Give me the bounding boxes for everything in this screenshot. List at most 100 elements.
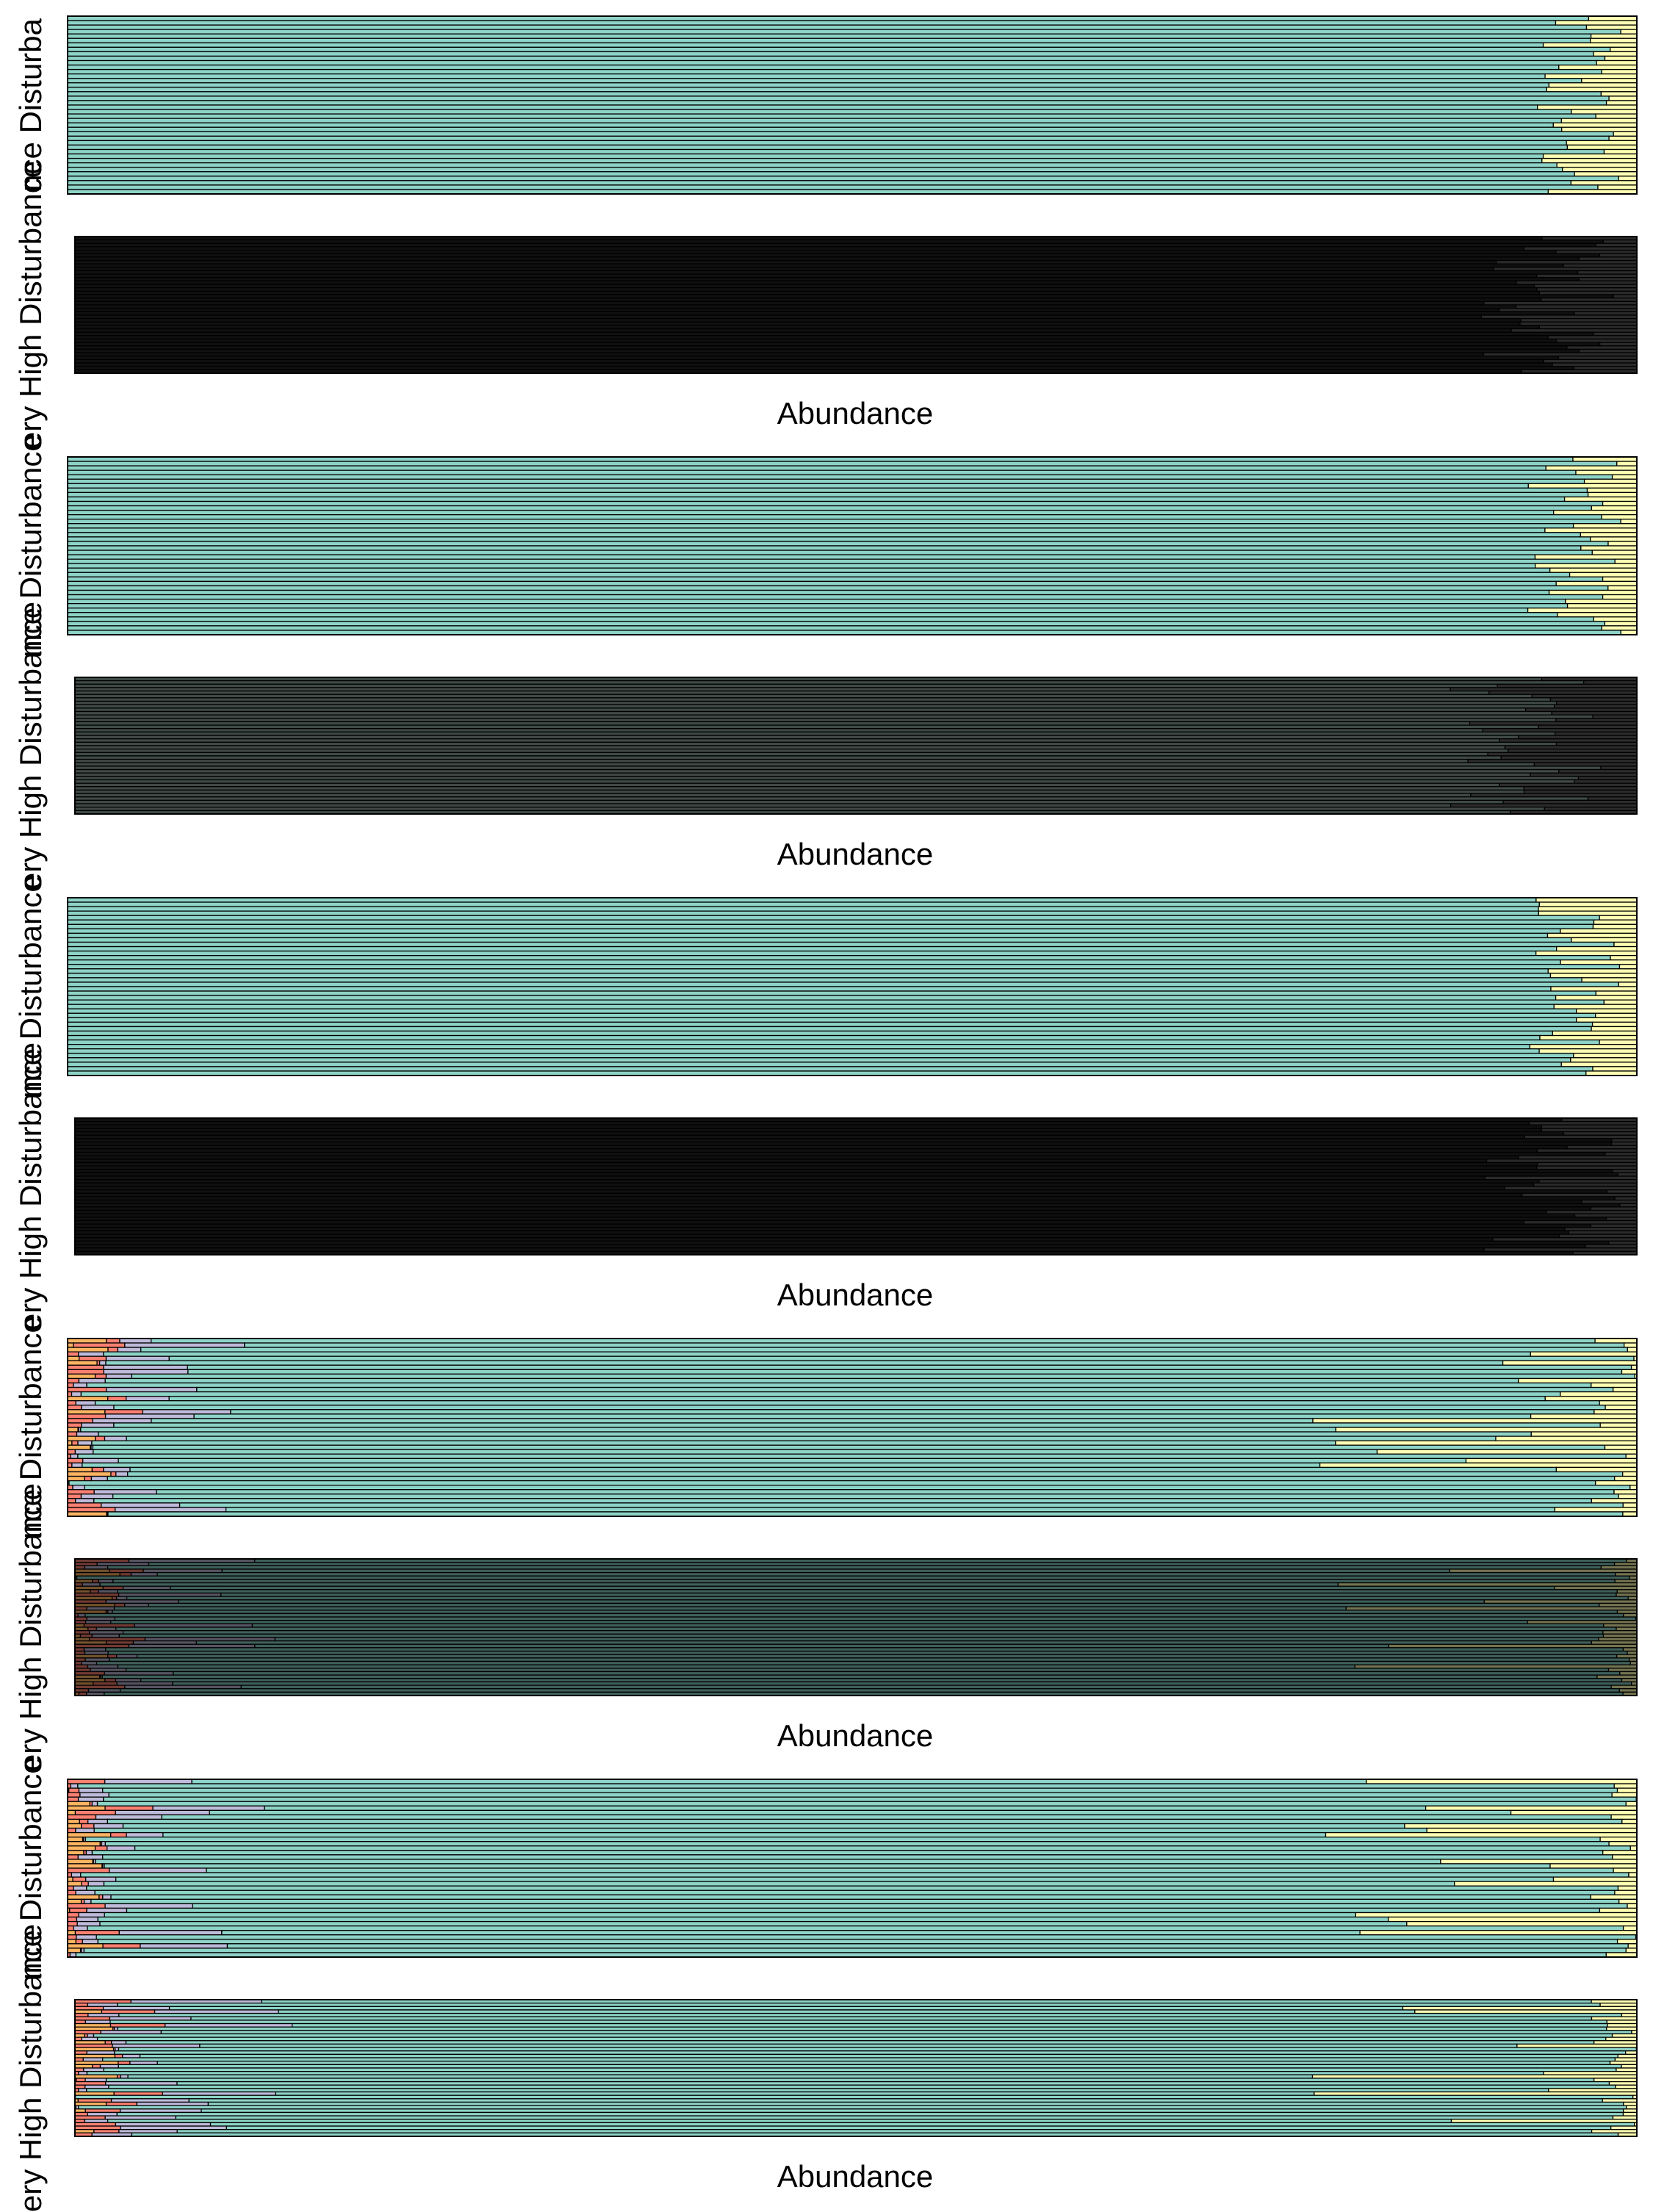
bar-segment: [104, 1413, 195, 1419]
bar-segment: [220, 1592, 1617, 1597]
bar-segment: [1552, 362, 1638, 367]
bar-segment: [67, 51, 1594, 57]
bar-segment: [74, 1141, 1613, 1146]
bar-segment: [131, 1373, 1635, 1380]
bar-segment: [1606, 1189, 1638, 1194]
bar-segment: [67, 625, 1602, 631]
bar-segment: [115, 2047, 120, 2052]
bar-segment: [67, 990, 1596, 996]
bar-segment: [74, 1203, 1621, 1208]
bar-segment: [1607, 1668, 1638, 1673]
bar-segment: [77, 2098, 112, 2103]
bar-segment: [1602, 576, 1638, 583]
bar-segment: [67, 42, 1544, 48]
bar-segment: [1530, 1351, 1638, 1357]
bar-segment: [107, 1845, 136, 1851]
bar-segment: [1554, 704, 1638, 709]
bar-segment: [1631, 1681, 1638, 1686]
bar-segment: [67, 1062, 1562, 1067]
bar-segment: [1376, 1449, 1638, 1455]
bar-segment: [1566, 144, 1638, 151]
bar-segment: [1591, 550, 1638, 555]
bar-segment: [94, 1400, 1600, 1406]
bar-segment: [1605, 1151, 1638, 1156]
bar-segment: [161, 1814, 1612, 1820]
panel-frame: [67, 897, 1638, 1076]
bar-segment: [82, 1582, 101, 1587]
bar-segment: [1613, 1386, 1638, 1393]
bar-segment: [154, 2009, 279, 2014]
bar-segment: [118, 1458, 1467, 1464]
bar-segment: [74, 284, 1535, 289]
bar-segment: [74, 1169, 1613, 1174]
bar-segment: [74, 1579, 93, 1584]
bar-segment: [67, 37, 1591, 43]
bar-segment: [1607, 585, 1638, 591]
bar-segment: [101, 1674, 1598, 1679]
bar-segment: [1515, 304, 1638, 309]
bar-segment: [1566, 345, 1638, 350]
bar-segment: [1591, 1026, 1638, 1032]
bar-segment: [1388, 1916, 1638, 1923]
bar-segment: [1527, 483, 1638, 489]
bar-segment: [240, 1685, 1612, 1690]
bar-segment: [81, 2036, 98, 2042]
bar-segment: [90, 1589, 99, 1594]
bar-segment: [67, 1925, 74, 1931]
bar-segment: [1541, 1124, 1638, 1129]
bar-segment: [94, 1845, 108, 1851]
bar-segment: [190, 2016, 1593, 2021]
panel-6: [74, 1117, 1638, 1255]
bar-segment: [81, 1405, 115, 1411]
bar-segment: [67, 1026, 1592, 1032]
bar-segment: [92, 2064, 101, 2069]
bar-segment: [74, 317, 1521, 323]
bar-segment: [84, 1650, 109, 1655]
bar-segment: [1543, 359, 1638, 364]
bar-segment: [1590, 33, 1638, 39]
bar-segment: [1465, 1458, 1638, 1464]
bar-segment: [74, 1165, 1538, 1170]
bar-segment: [122, 1585, 171, 1590]
bar-segment: [74, 1654, 109, 1659]
bar-segment: [92, 1444, 1606, 1450]
bar-segment: [1620, 519, 1638, 525]
bar-segment: [102, 1585, 124, 1590]
bar-segment: [67, 1409, 106, 1415]
bar-segment: [86, 2088, 1549, 2093]
bar-segment: [101, 2009, 156, 2014]
bar-segment: [1587, 491, 1638, 498]
bar-segment: [1602, 1850, 1638, 1856]
bar-segment: [67, 932, 1549, 939]
panel-frame: [74, 236, 1638, 374]
bar-segment: [1628, 1872, 1638, 1878]
bar-segment: [1590, 1206, 1638, 1211]
bar-segment: [1591, 1382, 1638, 1388]
bar-segment: [67, 1017, 1577, 1023]
bar-segment: [67, 68, 1602, 75]
bar-segment: [1510, 1809, 1638, 1816]
bar-segment: [1499, 738, 1638, 743]
bar-segment: [1570, 180, 1638, 186]
bar-segment: [195, 1640, 1593, 1645]
bar-segment: [1614, 1475, 1638, 1482]
bar-segment: [1602, 2098, 1638, 2103]
bar-segment: [148, 1602, 1600, 1607]
bar-segment: [105, 1640, 134, 1645]
bar-segment: [76, 2078, 86, 2083]
bar-segment: [102, 1894, 112, 1901]
bar-segment: [93, 1827, 1427, 1834]
bar-segment: [67, 73, 1546, 79]
bar-segment: [116, 1654, 138, 1659]
bar-segment: [91, 1440, 1336, 1446]
bar-segment: [67, 487, 1588, 494]
bar-segment: [1596, 1674, 1638, 1679]
bar-segment: [102, 1787, 1618, 1793]
bar-segment: [122, 1629, 1604, 1635]
bar-segment: [75, 1889, 96, 1895]
bar-segment: [126, 1596, 1629, 1601]
bar-segment: [1550, 986, 1638, 992]
bar-segment: [1528, 1121, 1638, 1125]
bar-segment: [80, 1391, 1561, 1397]
bar-segment: [95, 1859, 1441, 1865]
